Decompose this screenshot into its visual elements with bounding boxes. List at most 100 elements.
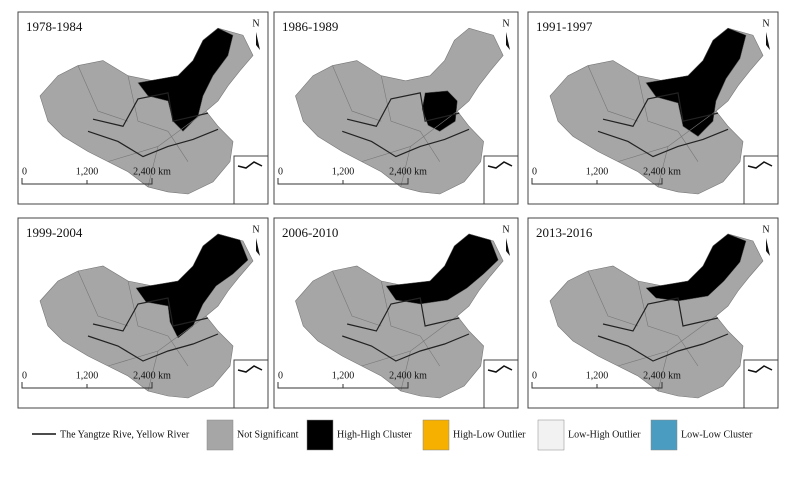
inset-islands bbox=[487, 161, 513, 169]
map-panel: 1999-2004 N 0 1,200 2,400 km bbox=[17, 217, 269, 409]
scale-label: 2,400 km bbox=[389, 370, 427, 381]
scale-label: 2,400 km bbox=[643, 166, 681, 177]
north-label: N bbox=[252, 224, 259, 235]
map bbox=[549, 233, 764, 399]
region-high-high bbox=[645, 27, 747, 137]
scale-label: 1,200 bbox=[76, 370, 99, 381]
scale-bar bbox=[21, 382, 153, 389]
inset-map bbox=[743, 359, 779, 409]
legend-swatch bbox=[206, 419, 234, 451]
map-panel: 1986-1989 N 0 1,200 2,400 km bbox=[273, 11, 519, 205]
yangtze-river bbox=[597, 128, 729, 158]
scale-label: 1,200 bbox=[332, 166, 355, 177]
inset-map bbox=[483, 155, 519, 205]
panel-title: 2006-2010 bbox=[282, 225, 338, 240]
yellow-river bbox=[346, 297, 460, 332]
map bbox=[39, 233, 254, 399]
region-not-significant bbox=[295, 27, 504, 195]
scale-label: 0 bbox=[532, 370, 537, 381]
inset-islands bbox=[237, 161, 263, 169]
scale-bar bbox=[277, 382, 409, 389]
scale-bar bbox=[21, 178, 153, 185]
scale-label: 1,200 bbox=[332, 370, 355, 381]
inset-map bbox=[483, 359, 519, 409]
map bbox=[295, 27, 504, 195]
north-label: N bbox=[502, 224, 509, 235]
region-high-high bbox=[137, 27, 234, 132]
north-label: N bbox=[502, 18, 509, 29]
scale-label: 1,200 bbox=[586, 370, 609, 381]
scale-label: 0 bbox=[22, 166, 27, 177]
map bbox=[295, 233, 504, 399]
province-lines bbox=[587, 270, 717, 392]
map-panel: 1991-1997 N 0 1,200 2,400 km bbox=[527, 11, 779, 205]
scale-label: 0 bbox=[22, 370, 27, 381]
province-lines bbox=[77, 270, 207, 392]
north-arrow bbox=[256, 238, 260, 256]
scale-label: 0 bbox=[278, 370, 283, 381]
scale-label: 1,200 bbox=[76, 166, 99, 177]
inset-islands bbox=[487, 365, 513, 373]
legend-label: High-High Cluster bbox=[337, 429, 412, 440]
legend-label: Low-High Outlier bbox=[568, 429, 641, 440]
legend-label: High-Low Outlier bbox=[453, 429, 526, 440]
inset-map bbox=[743, 155, 779, 205]
map-panel: 2013-2016 N 0 1,200 2,400 km bbox=[527, 217, 779, 409]
map bbox=[549, 27, 764, 195]
region-high-high bbox=[645, 233, 747, 302]
yangtze-river bbox=[87, 333, 219, 362]
yangtze-river bbox=[342, 128, 470, 158]
panel-title: 1978-1984 bbox=[26, 19, 83, 34]
legend-label: The Yangtze Rive, Yellow River bbox=[60, 429, 190, 440]
province-lines bbox=[587, 65, 717, 187]
scale-bar bbox=[277, 178, 409, 185]
north-arrow bbox=[506, 32, 510, 50]
inset-islands bbox=[237, 365, 263, 373]
north-arrow bbox=[506, 238, 510, 256]
yellow-river bbox=[92, 92, 209, 127]
north-arrow bbox=[256, 32, 260, 50]
panel-title: 1999-2004 bbox=[26, 225, 83, 240]
region-high-high bbox=[135, 233, 249, 339]
scale-label: 2,400 km bbox=[133, 370, 171, 381]
north-arrow bbox=[766, 32, 770, 50]
inset-map bbox=[233, 155, 269, 205]
province-lines bbox=[332, 65, 458, 187]
panel-title: 1991-1997 bbox=[536, 19, 593, 34]
north-label: N bbox=[762, 18, 769, 29]
legend-swatch bbox=[306, 419, 334, 451]
panel-title: 2013-2016 bbox=[536, 225, 593, 240]
yellow-river bbox=[92, 297, 209, 332]
scale-label: 1,200 bbox=[586, 166, 609, 177]
inset-map bbox=[233, 359, 269, 409]
legend-swatch bbox=[537, 419, 565, 451]
scale-bar bbox=[531, 178, 663, 185]
legend-label: Low-Low Cluster bbox=[681, 429, 753, 440]
legend-swatch bbox=[650, 419, 678, 451]
scale-label: 0 bbox=[278, 166, 283, 177]
scale-label: 2,400 km bbox=[133, 166, 171, 177]
inset-islands bbox=[747, 365, 773, 373]
yangtze-river bbox=[87, 128, 219, 158]
map-panel: 2006-2010 N 0 1,200 2,400 km bbox=[273, 217, 519, 409]
province-lines bbox=[332, 270, 458, 392]
scale-label: 2,400 km bbox=[643, 370, 681, 381]
north-label: N bbox=[762, 224, 769, 235]
north-label: N bbox=[252, 18, 259, 29]
region-high-high bbox=[385, 233, 499, 305]
yellow-river bbox=[602, 92, 719, 127]
legend-label: Not Significant bbox=[237, 429, 299, 440]
yangtze-river bbox=[597, 333, 729, 362]
scale-bar bbox=[531, 382, 663, 389]
north-arrow bbox=[766, 238, 770, 256]
yellow-river bbox=[346, 92, 460, 127]
inset-islands bbox=[747, 161, 773, 169]
yangtze-river bbox=[342, 333, 470, 362]
map bbox=[39, 27, 254, 195]
scale-label: 2,400 km bbox=[389, 166, 427, 177]
yellow-river bbox=[602, 297, 719, 332]
scale-label: 0 bbox=[532, 166, 537, 177]
panel-title: 1986-1989 bbox=[282, 19, 338, 34]
map-panel: 1978-1984 N 0 1,200 2,400 km bbox=[17, 11, 269, 205]
